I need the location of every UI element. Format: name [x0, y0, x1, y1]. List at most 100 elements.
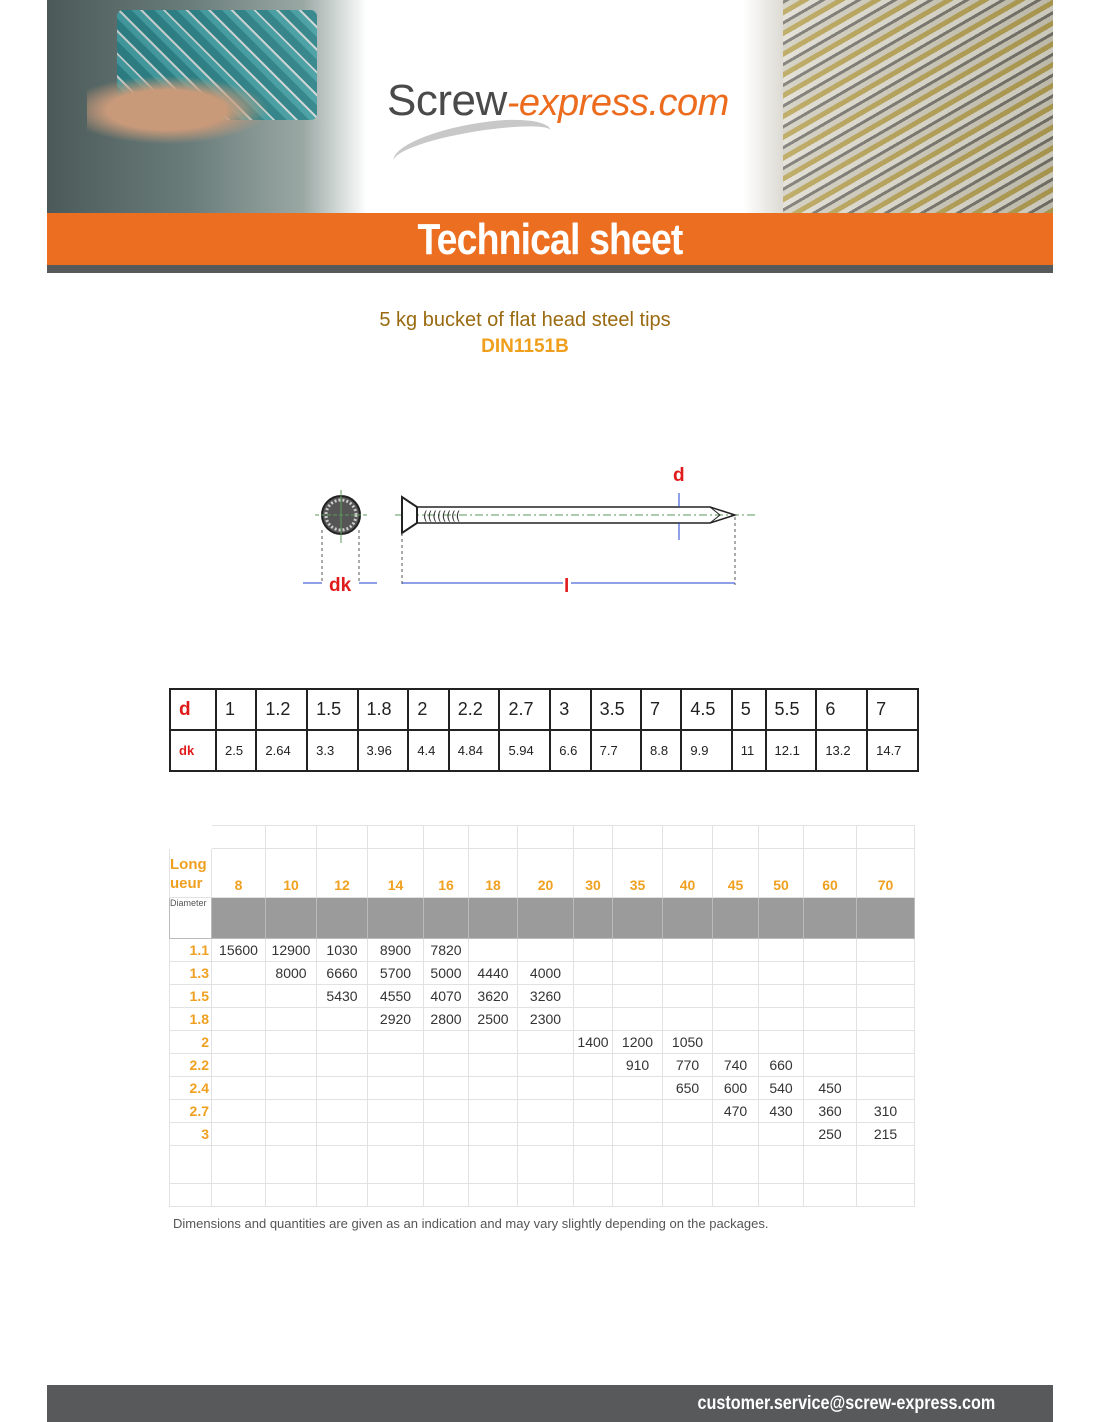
empty-cell: [758, 1183, 804, 1207]
gray-cell: [211, 897, 266, 939]
quantity-cell: 6660: [316, 961, 368, 985]
quantity-cell: 910: [612, 1053, 663, 1077]
dk-cell: 13.2: [815, 729, 869, 772]
quantity-cell: [856, 938, 915, 962]
empty-cell: [265, 825, 317, 849]
quantity-cell: 3620: [468, 984, 518, 1008]
blank-row: [169, 1183, 915, 1207]
quantity-cell: 5430: [316, 984, 368, 1008]
gray-cell: [517, 897, 574, 939]
product-standard: DIN1151B: [481, 336, 569, 357]
empty-cell: [517, 825, 574, 849]
quantity-cell: [662, 984, 713, 1008]
quantity-cell: [367, 1053, 424, 1077]
empty-cell: [662, 1183, 713, 1207]
quantity-cell: [265, 1122, 317, 1146]
quantity-cell: [612, 1099, 663, 1123]
diameter-header-row: Diameter: [169, 897, 915, 939]
quantity-cell: [265, 1053, 317, 1077]
gray-cell: [612, 897, 663, 939]
banner-title: Technical sheet: [417, 215, 683, 264]
length-header: 14: [367, 848, 424, 898]
quantity-cell: [856, 961, 915, 985]
quantity-cell: 740: [712, 1053, 759, 1077]
dk-cell: 2.5: [214, 729, 258, 772]
table-row: 1.5 5430 4550 4070 3620 3260: [169, 984, 915, 1008]
length-header: 60: [803, 848, 857, 898]
quantity-cell: [367, 1030, 424, 1054]
d-cell: 2.2: [447, 688, 501, 731]
d-label: d: [673, 465, 685, 486]
empty-cell: [573, 825, 613, 849]
gray-cell: [468, 897, 518, 939]
empty-cell: [803, 1145, 857, 1184]
quantity-cell: 5000: [423, 961, 469, 985]
quantity-cell: [573, 984, 613, 1008]
empty-cell: [316, 1183, 368, 1207]
quantity-cell: [265, 1007, 317, 1031]
length-header: 40: [662, 848, 713, 898]
gray-cell: [316, 897, 368, 939]
quantity-cell: 250: [803, 1122, 857, 1146]
diameter-cell: 1.1: [169, 938, 212, 962]
quantity-cell: [662, 1007, 713, 1031]
empty-cell: [169, 1183, 212, 1207]
empty-cell: [367, 1145, 424, 1184]
quantity-cell: 2500: [468, 1007, 518, 1031]
quantity-cell: [758, 1122, 804, 1146]
quantity-cell: 4000: [517, 961, 574, 985]
quantity-cell: 600: [712, 1076, 759, 1100]
diameter-cell: 2: [169, 1030, 212, 1054]
quantity-cell: [856, 1030, 915, 1054]
dk-cell: 2.64: [255, 729, 309, 772]
quantity-cell: [211, 1076, 266, 1100]
quantity-cell: [423, 1030, 469, 1054]
dk-cell: 4.4: [407, 729, 450, 772]
quantity-cell: 660: [758, 1053, 804, 1077]
header-banner: Screw-express.com: [47, 0, 1053, 213]
quantity-cell: 2800: [423, 1007, 469, 1031]
quantity-cell: [662, 938, 713, 962]
quantity-cell: [517, 1053, 574, 1077]
quantity-cell: [612, 938, 663, 962]
d-cell: 5.5: [764, 688, 818, 731]
quantity-cell: [211, 1007, 266, 1031]
length-label: Long ueur: [169, 848, 212, 898]
quantity-cell: [423, 1122, 469, 1146]
empty-cell: [211, 825, 266, 849]
quantity-cell: [662, 1099, 713, 1123]
empty-cell: [169, 825, 212, 849]
empty-cell: [573, 1145, 613, 1184]
empty-cell: [662, 825, 713, 849]
d-cell: 4.5: [680, 688, 733, 731]
side-view: (((((((( d l: [395, 465, 755, 597]
quantity-cell: [316, 1076, 368, 1100]
quantity-cell: [517, 938, 574, 962]
screws-photo: [743, 0, 1053, 213]
empty-cell: [211, 1145, 266, 1184]
table-row: 2.2 910 770 740 660: [169, 1053, 915, 1077]
table-row: 1.8 2920 2800 2500 2300: [169, 1007, 915, 1031]
quantity-cell: 5700: [367, 961, 424, 985]
quantity-cell: [573, 1076, 613, 1100]
d-cell: 1.8: [356, 688, 410, 731]
quantity-cell: [211, 1122, 266, 1146]
table-row: 2 1400 1200 1050: [169, 1030, 915, 1054]
quantity-cell: 430: [758, 1099, 804, 1123]
dk-header: dk: [169, 729, 217, 772]
quantity-cell: [468, 1099, 518, 1123]
quantity-cell: [856, 1076, 915, 1100]
quantity-cell: 7820: [423, 938, 469, 962]
quantity-cell: [803, 961, 857, 985]
quantity-cell: [517, 1030, 574, 1054]
empty-cell: [517, 1145, 574, 1184]
quantity-cell: [803, 1053, 857, 1077]
diameter-label: Diameter: [169, 897, 212, 939]
quantity-cell: [573, 1007, 613, 1031]
length-header: 20: [517, 848, 574, 898]
empty-cell: [573, 1183, 613, 1207]
dk-cell: 9.9: [680, 729, 733, 772]
diameter-cell: 1.3: [169, 961, 212, 985]
quantity-cell: [758, 1030, 804, 1054]
length-header-row: Long ueur 8 10 12 14 16 18 20 30 35 40 45 50 60 70: [169, 848, 915, 898]
